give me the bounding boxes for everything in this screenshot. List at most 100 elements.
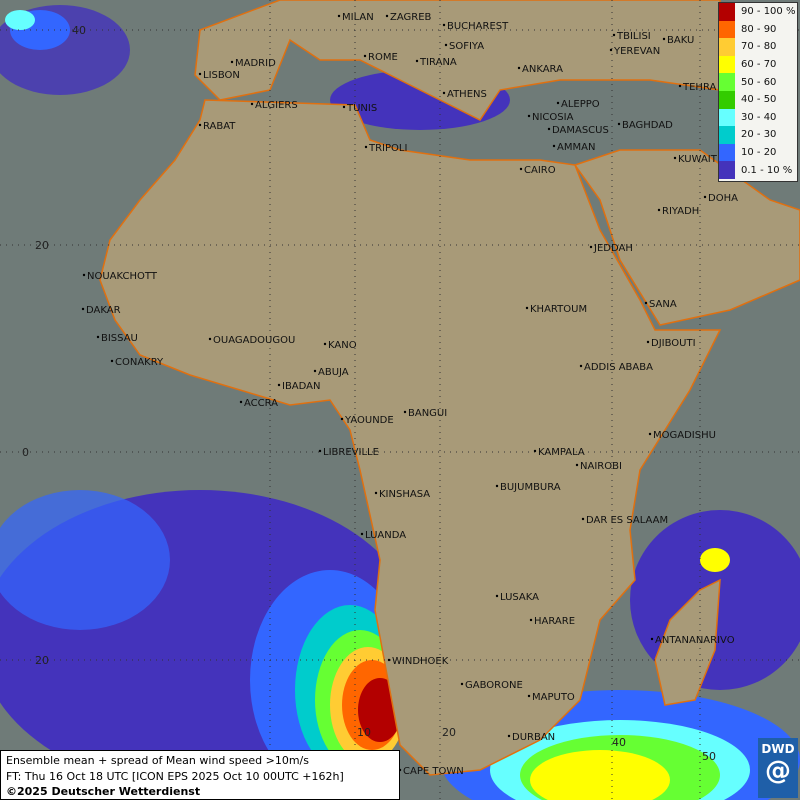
city-label: KAMPALA bbox=[538, 447, 585, 458]
legend-label: 90 - 100 % bbox=[741, 6, 796, 18]
legend-swatch bbox=[719, 108, 735, 127]
city-label: NAIROBI bbox=[580, 461, 622, 472]
city-marker bbox=[318, 449, 322, 453]
city-label: KHARTOUM bbox=[530, 304, 587, 315]
city-marker bbox=[525, 306, 529, 310]
city-label: TEHRA bbox=[682, 82, 716, 93]
city-marker bbox=[198, 72, 202, 76]
legend-swatch bbox=[719, 55, 735, 74]
city-marker bbox=[442, 91, 446, 95]
city-marker bbox=[110, 359, 114, 363]
legend-swatch bbox=[719, 126, 735, 144]
city-marker bbox=[547, 127, 551, 131]
city-label: LUSAKA bbox=[500, 592, 539, 603]
city-marker bbox=[364, 145, 368, 149]
legend-swatch bbox=[719, 38, 735, 56]
legend-item: 30 - 40 bbox=[719, 108, 797, 127]
city-label: NICOSIA bbox=[532, 112, 574, 123]
city-label: HARARE bbox=[534, 616, 575, 627]
caption-copyright: ©2025 Deutscher Wetterdienst bbox=[6, 785, 201, 798]
city-marker bbox=[662, 37, 666, 41]
city-marker bbox=[581, 517, 585, 521]
city-label: ALEPPO bbox=[561, 99, 600, 110]
city-label: GABORONE bbox=[465, 680, 523, 691]
city-marker bbox=[579, 364, 583, 368]
city-label: ACCRA bbox=[244, 398, 278, 409]
longitude-label: 50 bbox=[702, 750, 716, 763]
legend-label: 80 - 90 bbox=[741, 23, 777, 35]
city-marker bbox=[589, 245, 593, 249]
city-marker bbox=[442, 23, 446, 27]
city-marker bbox=[612, 33, 616, 37]
legend-item: 40 - 50 bbox=[719, 90, 797, 109]
city-marker bbox=[678, 84, 682, 88]
city-label: ZAGREB bbox=[390, 12, 432, 23]
city-marker bbox=[239, 400, 243, 404]
city-marker bbox=[313, 369, 317, 373]
city-marker bbox=[323, 342, 327, 346]
city-label: ABUJA bbox=[318, 367, 349, 378]
city-marker bbox=[460, 682, 464, 686]
land bbox=[99, 0, 800, 776]
city-marker bbox=[363, 54, 367, 58]
city-label: ADDIS ABABA bbox=[584, 362, 653, 373]
city-label: MADRID bbox=[235, 58, 276, 69]
legend-swatch bbox=[719, 161, 735, 179]
city-label: IBADAN bbox=[282, 381, 321, 392]
city-label: ANKARA bbox=[522, 64, 563, 75]
city-marker bbox=[644, 301, 648, 305]
legend-label: 10 - 20 bbox=[741, 147, 777, 159]
city-marker bbox=[517, 66, 521, 70]
city-marker bbox=[648, 432, 652, 436]
city-marker bbox=[96, 335, 100, 339]
city-label: MILAN bbox=[342, 12, 374, 23]
city-label: TBILISI bbox=[616, 31, 651, 42]
city-marker bbox=[527, 694, 531, 698]
city-marker bbox=[387, 658, 391, 662]
latitude-label: 20 bbox=[35, 654, 49, 667]
longitude-label: 20 bbox=[442, 726, 456, 739]
caption-forecast-time: FT: Thu 16 Oct 18 UTC [ICON EPS 2025 Oct… bbox=[6, 769, 344, 783]
legend-swatch bbox=[719, 143, 735, 162]
madagascar bbox=[654, 578, 721, 706]
city-marker bbox=[657, 208, 661, 212]
city-label: JEDDAH bbox=[593, 243, 633, 254]
city-marker bbox=[208, 337, 212, 341]
city-marker bbox=[444, 43, 448, 47]
city-label: KINSHASA bbox=[379, 489, 430, 500]
latitude-label: 0 bbox=[22, 446, 29, 459]
longitude-label: 40 bbox=[612, 736, 626, 749]
legend-label: 20 - 30 bbox=[741, 129, 777, 141]
city-label: CONAKRY bbox=[115, 357, 164, 368]
longitude-label: 10 bbox=[357, 726, 371, 739]
city-marker bbox=[575, 463, 579, 467]
city-marker bbox=[495, 484, 499, 488]
city-label: SANA bbox=[649, 299, 677, 310]
city-marker bbox=[495, 594, 499, 598]
city-marker bbox=[650, 637, 654, 641]
city-marker bbox=[277, 383, 281, 387]
legend-label: 60 - 70 bbox=[741, 59, 777, 71]
city-marker bbox=[617, 122, 621, 126]
city-marker bbox=[250, 102, 254, 106]
city-label: KANO bbox=[328, 340, 357, 351]
city-marker bbox=[519, 167, 523, 171]
wind-field bbox=[0, 5, 800, 800]
caption-box: Ensemble mean + spread of Mean wind spee… bbox=[0, 750, 400, 800]
city-marker bbox=[527, 114, 531, 118]
city-label: ATHENS bbox=[447, 89, 487, 100]
city-label: WINDHOEK bbox=[392, 656, 449, 667]
city-label: YAOUNDE bbox=[344, 415, 394, 426]
caption-title: Ensemble mean + spread of Mean wind spee… bbox=[6, 754, 309, 767]
city-label: DOHA bbox=[708, 193, 738, 204]
city-label: BUJUMBURA bbox=[500, 482, 561, 493]
legend-item: 20 - 30 bbox=[719, 126, 797, 144]
legend-swatch bbox=[719, 20, 735, 39]
city-marker bbox=[82, 273, 86, 277]
city-marker bbox=[609, 48, 613, 52]
city-marker bbox=[646, 340, 650, 344]
city-label: ALGIERS bbox=[255, 100, 298, 111]
logo-text: DWD bbox=[761, 742, 795, 756]
city-marker bbox=[340, 417, 344, 421]
